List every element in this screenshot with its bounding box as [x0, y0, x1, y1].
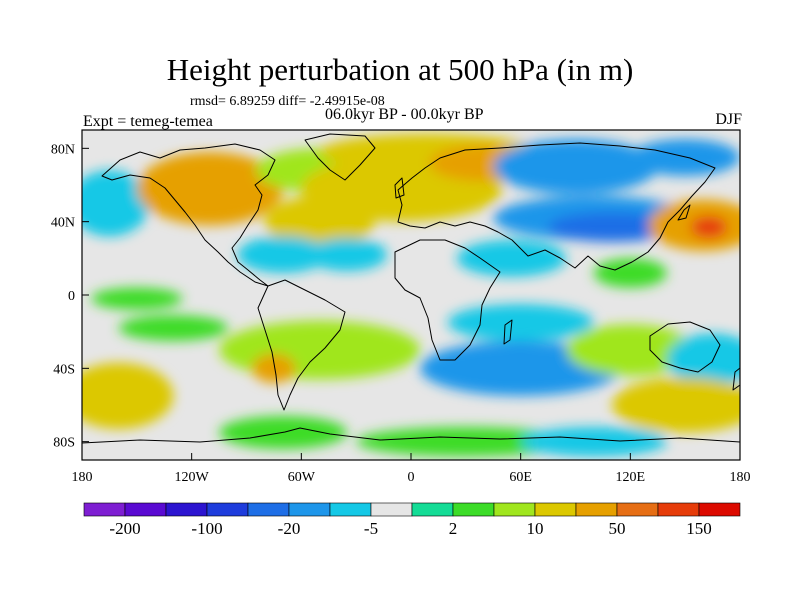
colorbar-label: 150 — [686, 519, 712, 538]
lon-tick-label: 120W — [175, 470, 210, 485]
anomaly-region-14 — [306, 238, 388, 272]
coastline-japan — [677, 204, 691, 221]
colorbar-label: 10 — [527, 519, 544, 538]
colorbar-swatch — [616, 502, 659, 517]
anomaly-region-12 — [630, 139, 740, 176]
season-label: DJF — [715, 111, 742, 128]
lon-tick-label: 180 — [730, 470, 751, 485]
colorbar-swatch — [83, 502, 126, 517]
colorbar: -200 -100 -20 -5 2 10 50 150 — [83, 502, 741, 538]
colorbar-swatch — [165, 502, 208, 517]
anomaly-region-7 — [493, 139, 658, 195]
anomaly-region-25 — [82, 362, 174, 429]
colorbar-swatch — [288, 502, 331, 517]
anomaly-region-9 — [548, 212, 677, 242]
colorbar-swatch — [534, 502, 577, 517]
lon-tick-label: 180 — [72, 470, 93, 485]
colorbar-swatch — [247, 502, 290, 517]
map-plot-area — [81, 129, 741, 461]
anomaly-field — [82, 133, 740, 457]
colorbar-swatch — [329, 502, 372, 517]
lon-tick-label: 120E — [616, 470, 646, 485]
coastline-africa — [394, 239, 501, 361]
lon-tick-label: 60E — [509, 470, 532, 485]
map-title: Height perturbation at 500 hPa (in m) — [166, 52, 634, 87]
anomaly-region-1 — [136, 152, 284, 226]
coastline-australia — [649, 321, 721, 373]
lon-tick-label: 0 — [408, 470, 415, 485]
lon-tick-label: 60W — [288, 470, 316, 485]
experiment-label: Expt = temeg-temea — [83, 113, 213, 130]
anomaly-region-27 — [356, 427, 576, 457]
colorbar-label: 50 — [609, 519, 626, 538]
colorbar-swatch — [206, 502, 249, 517]
coastline-south-america — [257, 279, 346, 411]
latitude-axis: 80N 40N 0 40S 80S — [51, 142, 89, 451]
anomaly-region-17 — [91, 287, 183, 310]
lat-tick-label: 40S — [53, 362, 75, 377]
colorbar-label: -100 — [191, 519, 222, 538]
anomaly-region-29 — [520, 427, 667, 457]
anomaly-region-19 — [219, 320, 421, 380]
coastline-antarctica — [82, 427, 740, 444]
colorbar-swatch — [124, 502, 167, 517]
colorbar-swatch — [698, 502, 741, 517]
anomaly-region-13 — [237, 236, 329, 273]
anomaly-region-20 — [251, 353, 296, 384]
anomaly-region-11 — [690, 216, 728, 239]
anomaly-region-16 — [593, 258, 667, 288]
rmsd-stats: rmsd= 6.89259 diff= -2.49915e-08 — [190, 94, 385, 109]
coastline-eurasia — [397, 142, 716, 271]
colorbar-label: -20 — [278, 519, 301, 538]
anomaly-region-21 — [447, 304, 594, 341]
coastlines — [82, 133, 740, 444]
colorbar-label: 2 — [449, 519, 458, 538]
anomaly-region-0 — [82, 170, 150, 237]
lat-tick-label: 0 — [68, 289, 75, 304]
anomaly-region-28 — [612, 377, 740, 433]
coastline-british-isles — [394, 177, 405, 199]
coastline-madagascar — [503, 319, 513, 345]
time-period: 06.0kyr BP - 00.0kyr BP — [325, 106, 484, 123]
lat-tick-label: 80N — [51, 142, 75, 157]
colorbar-swatch — [493, 502, 536, 517]
colorbar-swatch — [411, 502, 454, 517]
lat-tick-label: 80S — [53, 436, 75, 451]
lat-tick-label: 40N — [51, 216, 75, 231]
anomaly-region-18 — [118, 315, 229, 341]
anomaly-region-23 — [566, 324, 695, 376]
colorbar-swatch — [452, 502, 495, 517]
longitude-axis: 180 120W 60W 0 60E 120E 180 — [72, 453, 751, 485]
colorbar-swatch — [575, 502, 618, 517]
colorbar-swatch — [657, 502, 700, 517]
anomaly-region-24 — [666, 333, 740, 385]
colorbar-label: -5 — [364, 519, 378, 538]
colorbar-label: -200 — [109, 519, 140, 538]
anomaly-region-15 — [456, 240, 567, 277]
coastline-new-zealand — [732, 367, 740, 391]
colorbar-swatch — [370, 502, 413, 517]
coastline-greenland — [304, 133, 376, 181]
coastline-north-america — [101, 143, 276, 287]
